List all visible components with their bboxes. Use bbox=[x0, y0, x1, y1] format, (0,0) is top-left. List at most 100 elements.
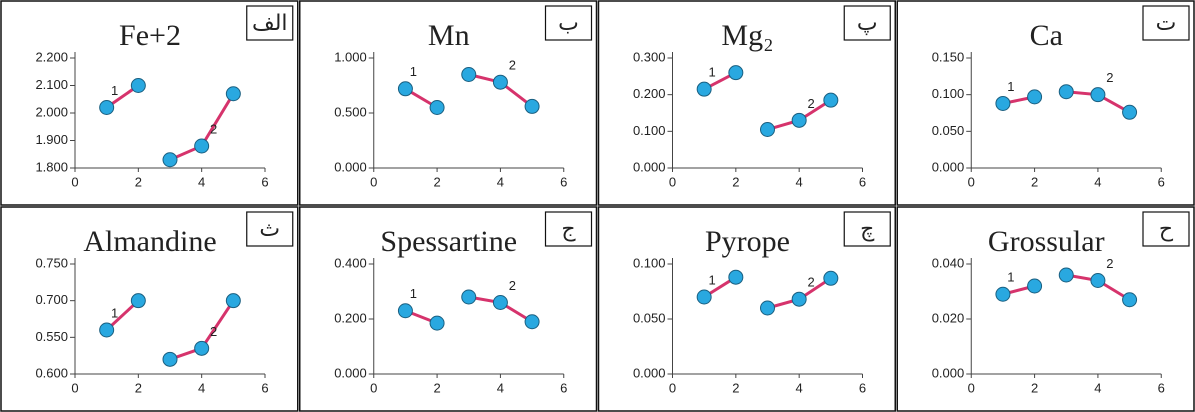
x-tick-label: 4 bbox=[198, 380, 205, 395]
point bbox=[1090, 87, 1106, 103]
panel: پ Mg₂ 0.000 0.100 0.200 0.300 0 2 4 6 1 2 bbox=[597, 0, 896, 206]
series-label: 2 bbox=[1106, 256, 1113, 271]
series-label: 1 bbox=[1007, 79, 1014, 94]
series-label: 1 bbox=[709, 272, 716, 287]
x-tick-label: 6 bbox=[859, 380, 866, 395]
y-tick-label: 0.040 bbox=[932, 255, 965, 270]
y-tick-label: 0.300 bbox=[633, 49, 666, 64]
x-tick-label: 6 bbox=[859, 174, 866, 189]
point bbox=[524, 98, 540, 114]
panel: ت Ca 0.000 0.050 0.100 0.150 0 2 4 6 1 2 bbox=[896, 0, 1195, 206]
panel-label: ج bbox=[561, 217, 576, 242]
y-tick-label: 0.000 bbox=[932, 365, 965, 380]
point bbox=[225, 86, 241, 102]
point bbox=[99, 100, 115, 115]
y-tick-label: 0.200 bbox=[334, 310, 367, 325]
point bbox=[397, 81, 413, 97]
x-tick-label: 2 bbox=[732, 174, 739, 189]
point bbox=[162, 351, 178, 367]
panel: ح Grossular 0.000 0.020 0.040 0 2 4 6 1 2 bbox=[896, 206, 1195, 412]
point bbox=[194, 340, 210, 356]
point bbox=[130, 78, 146, 93]
series-label: 1 bbox=[111, 83, 118, 98]
point bbox=[397, 303, 413, 319]
panel-label-box bbox=[544, 211, 593, 247]
x-tick-label: 4 bbox=[796, 174, 803, 189]
panel-border bbox=[0, 0, 299, 206]
point bbox=[728, 65, 744, 81]
panel-border bbox=[0, 206, 299, 412]
series-label: 1 bbox=[1007, 270, 1014, 285]
y-tick-label: 0.700 bbox=[35, 292, 68, 307]
chart-title: Almandine bbox=[83, 225, 216, 258]
point bbox=[760, 300, 775, 316]
panel-label-box bbox=[544, 5, 593, 41]
point bbox=[995, 286, 1011, 302]
panel-label: چ bbox=[860, 217, 875, 242]
point bbox=[1058, 84, 1074, 100]
panel-label-box bbox=[843, 5, 891, 41]
x-tick-label: 0 bbox=[71, 380, 78, 395]
panel-label: ت bbox=[1156, 11, 1177, 36]
x-tick-label: 6 bbox=[1158, 380, 1165, 395]
point bbox=[429, 100, 445, 115]
series-label: 1 bbox=[410, 64, 417, 79]
chart-title: Spessartine bbox=[380, 225, 517, 258]
y-tick-label: 0.050 bbox=[633, 310, 666, 325]
point bbox=[1027, 278, 1043, 294]
x-tick-label: 4 bbox=[1094, 174, 1101, 189]
panel-border bbox=[597, 206, 896, 412]
panel-label-box bbox=[1142, 5, 1190, 41]
y-tick-label: 0.000 bbox=[633, 365, 666, 380]
point bbox=[696, 81, 712, 97]
panel-border bbox=[896, 206, 1195, 412]
x-tick-label: 2 bbox=[135, 380, 142, 395]
x-tick-label: 0 bbox=[968, 174, 975, 189]
y-tick-label: 0.100 bbox=[633, 123, 666, 138]
point bbox=[461, 289, 477, 305]
x-tick-label: 0 bbox=[669, 380, 676, 395]
point bbox=[130, 293, 146, 309]
point bbox=[225, 293, 241, 309]
chart-title: Ca bbox=[1030, 19, 1063, 52]
y-tick-label: 0.000 bbox=[334, 365, 367, 380]
x-tick-label: 4 bbox=[796, 380, 803, 395]
panel-border bbox=[299, 206, 598, 412]
panel: چ Pyrope 0.000 0.050 0.100 0 2 4 6 1 2 bbox=[597, 206, 896, 412]
x-tick-label: 6 bbox=[1158, 174, 1165, 189]
chart-title: Mn bbox=[428, 19, 470, 52]
y-tick-label: 0.400 bbox=[334, 255, 367, 270]
panel-label-box bbox=[246, 5, 294, 41]
x-tick-label: 6 bbox=[560, 174, 567, 189]
x-tick-label: 0 bbox=[71, 174, 78, 189]
x-tick-label: 2 bbox=[732, 380, 739, 395]
x-tick-label: 6 bbox=[261, 380, 268, 395]
y-tick-label: 0.550 bbox=[35, 329, 68, 344]
series-label: 2 bbox=[808, 275, 815, 290]
panel-border bbox=[597, 0, 896, 206]
x-tick-label: 2 bbox=[135, 174, 142, 189]
y-tick-label: 2.200 bbox=[35, 49, 68, 64]
x-tick-label: 4 bbox=[198, 174, 205, 189]
series-label: 2 bbox=[210, 324, 217, 339]
y-tick-label: 0.020 bbox=[932, 310, 965, 325]
panel-label: پ bbox=[857, 11, 878, 36]
x-tick-label: 0 bbox=[370, 174, 377, 189]
x-tick-label: 6 bbox=[560, 380, 567, 395]
point bbox=[1122, 104, 1138, 120]
chart-title: Grossular bbox=[988, 225, 1105, 258]
series-label: 2 bbox=[808, 96, 815, 111]
point bbox=[995, 95, 1011, 111]
panel-label-box bbox=[246, 211, 294, 247]
point bbox=[696, 289, 712, 305]
point bbox=[162, 152, 178, 168]
y-tick-label: 1.000 bbox=[334, 49, 367, 64]
y-tick-label: 2.000 bbox=[35, 104, 68, 119]
panel-label-box bbox=[843, 211, 891, 247]
panel: ج Spessartine 0.000 0.200 0.400 0 2 4 6 1 2 bbox=[299, 206, 598, 412]
y-tick-label: 1.800 bbox=[35, 159, 68, 174]
x-tick-label: 0 bbox=[370, 380, 377, 395]
y-tick-label: 0.100 bbox=[932, 86, 965, 101]
point bbox=[99, 322, 115, 338]
